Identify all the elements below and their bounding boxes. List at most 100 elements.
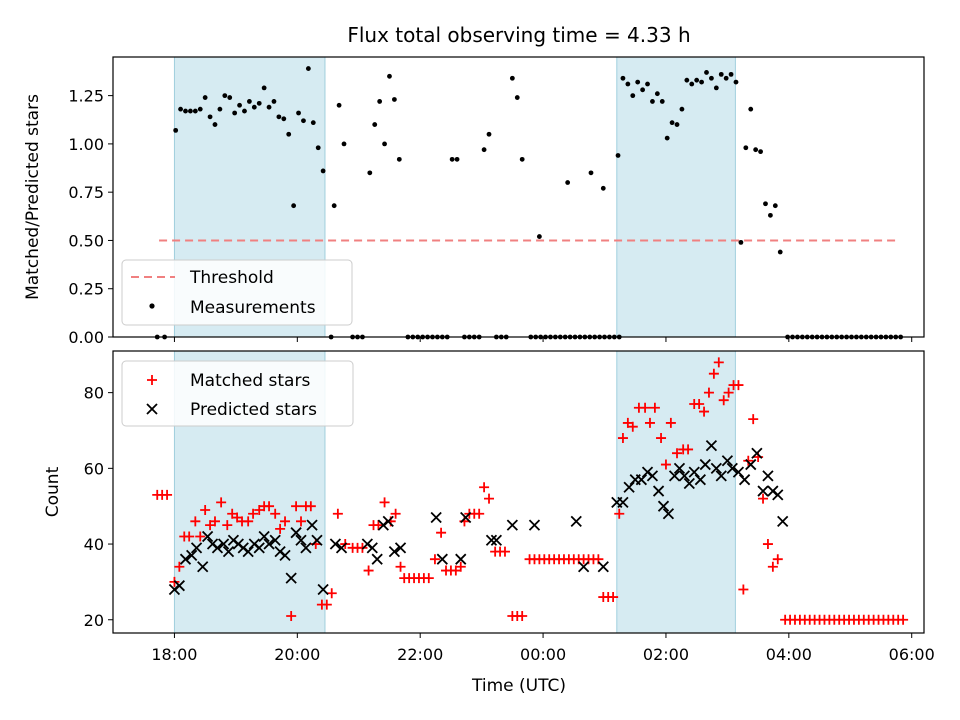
measurements-point — [192, 108, 198, 114]
matched-stars-point — [296, 516, 307, 527]
predicted-stars-point — [222, 545, 235, 558]
measurements-point — [577, 334, 583, 340]
matched-stars-point — [694, 398, 705, 409]
matched-stars-point — [436, 527, 447, 538]
x-tick-label: 20:00 — [274, 645, 320, 664]
measurements-point — [602, 334, 607, 340]
measurements-point — [654, 91, 660, 97]
predicted-stars-point — [597, 561, 609, 573]
measurements-point — [854, 334, 859, 340]
measurements-point — [552, 334, 558, 340]
matched-stars-point — [608, 592, 619, 603]
measurements-point — [878, 334, 884, 340]
predicted-stars-point — [371, 553, 383, 565]
measurements-point — [858, 334, 864, 340]
measurements-point — [286, 131, 292, 137]
measurements-point — [785, 334, 791, 340]
measurements-point — [538, 334, 544, 340]
measurements-point — [738, 239, 744, 245]
measurements-point — [718, 71, 724, 77]
matched-stars-point — [660, 459, 671, 470]
matched-stars-point — [195, 531, 206, 542]
measurements-point — [430, 334, 435, 340]
predicted-stars-point — [662, 508, 675, 520]
measurements-point — [753, 147, 759, 153]
measurements-point — [772, 203, 778, 209]
predicted-stars-point — [678, 470, 691, 482]
predicted-stars-point — [258, 530, 270, 543]
measurements-point — [246, 99, 252, 104]
measurements-point — [367, 170, 373, 176]
predicted-stars-point — [211, 542, 224, 554]
measurements-point — [758, 149, 763, 155]
bottom-y-axis-label: Count — [43, 466, 63, 517]
matched-stars-point — [758, 493, 769, 504]
bottom-y-tick-label: 40 — [84, 535, 104, 554]
top-y-tick-label: 1.25 — [68, 87, 104, 106]
predicted-stars-point — [635, 474, 648, 486]
predicted-stars-point — [652, 485, 665, 497]
measurements-point — [883, 334, 889, 340]
legend-measurements-label: Measurements — [190, 298, 316, 318]
chart-title: Flux total observing time = 4.33 h — [347, 23, 690, 47]
measurements-point — [498, 334, 504, 340]
matched-stars-point — [499, 546, 510, 557]
measurements-point — [768, 212, 773, 218]
measurements-point — [331, 203, 337, 209]
measurements-point — [486, 131, 492, 137]
matched-stars-point — [222, 520, 233, 531]
predicted-stars-point — [745, 458, 757, 471]
measurements-point — [650, 99, 655, 104]
measurements-point — [410, 334, 416, 340]
matched-stars-point — [190, 516, 201, 527]
predicted-stars-point — [710, 462, 722, 474]
measurements-point — [481, 147, 487, 153]
measurements-point — [723, 75, 729, 81]
predicted-stars-point — [506, 519, 518, 531]
measurements-point — [645, 81, 650, 87]
x-tick-label: 06:00 — [889, 645, 935, 664]
measurements-point — [372, 122, 378, 127]
predicted-stars-point — [366, 542, 378, 554]
predicted-stars-point — [485, 534, 498, 546]
measurements-point — [536, 234, 542, 239]
predicted-stars-point — [721, 455, 734, 467]
predicted-stars-point — [186, 549, 198, 562]
top-panel: 0.00 0.25 0.50 0.75 1.00 1.25 — [68, 56, 925, 347]
matched-stars-point — [291, 501, 302, 512]
matched-stars-point — [184, 531, 195, 542]
predicted-stars-point — [772, 489, 784, 501]
measurements-point — [588, 170, 594, 176]
measurements-point — [600, 185, 606, 191]
matched-stars-point — [614, 508, 625, 519]
matched-stars-point — [479, 482, 490, 493]
predicted-stars-point — [388, 545, 401, 558]
predicted-stars-point — [269, 534, 281, 546]
measurements-point — [242, 108, 247, 114]
measurements-point — [444, 334, 450, 340]
measurements-point — [271, 99, 277, 104]
measurements-point — [217, 106, 223, 112]
matched-stars-point — [762, 539, 773, 550]
predicted-stars-point — [673, 462, 686, 474]
matched-stars-point — [379, 497, 390, 508]
predicted-stars-point — [306, 519, 318, 531]
legend-matched-swatch — [147, 375, 157, 385]
x-tick-label: 22:00 — [397, 645, 443, 664]
measurements-point — [799, 334, 805, 340]
predicted-stars-point — [623, 481, 635, 493]
predicted-stars-point — [300, 542, 312, 554]
x-tick-label: 04:00 — [766, 645, 812, 664]
matched-stars-point — [248, 508, 259, 519]
matched-stars-point — [665, 417, 676, 428]
matched-stars-point — [683, 444, 694, 455]
measurements-point — [261, 85, 267, 91]
top-axes-frame — [112, 56, 925, 338]
top-y-tick-label: 0.75 — [68, 183, 104, 202]
matched-stars-point — [672, 448, 683, 459]
measurements-point — [733, 79, 739, 85]
measurements-point — [819, 334, 825, 340]
predicted-stars-point — [646, 470, 659, 482]
measurements-point — [844, 334, 849, 340]
measurements-point — [607, 334, 612, 340]
